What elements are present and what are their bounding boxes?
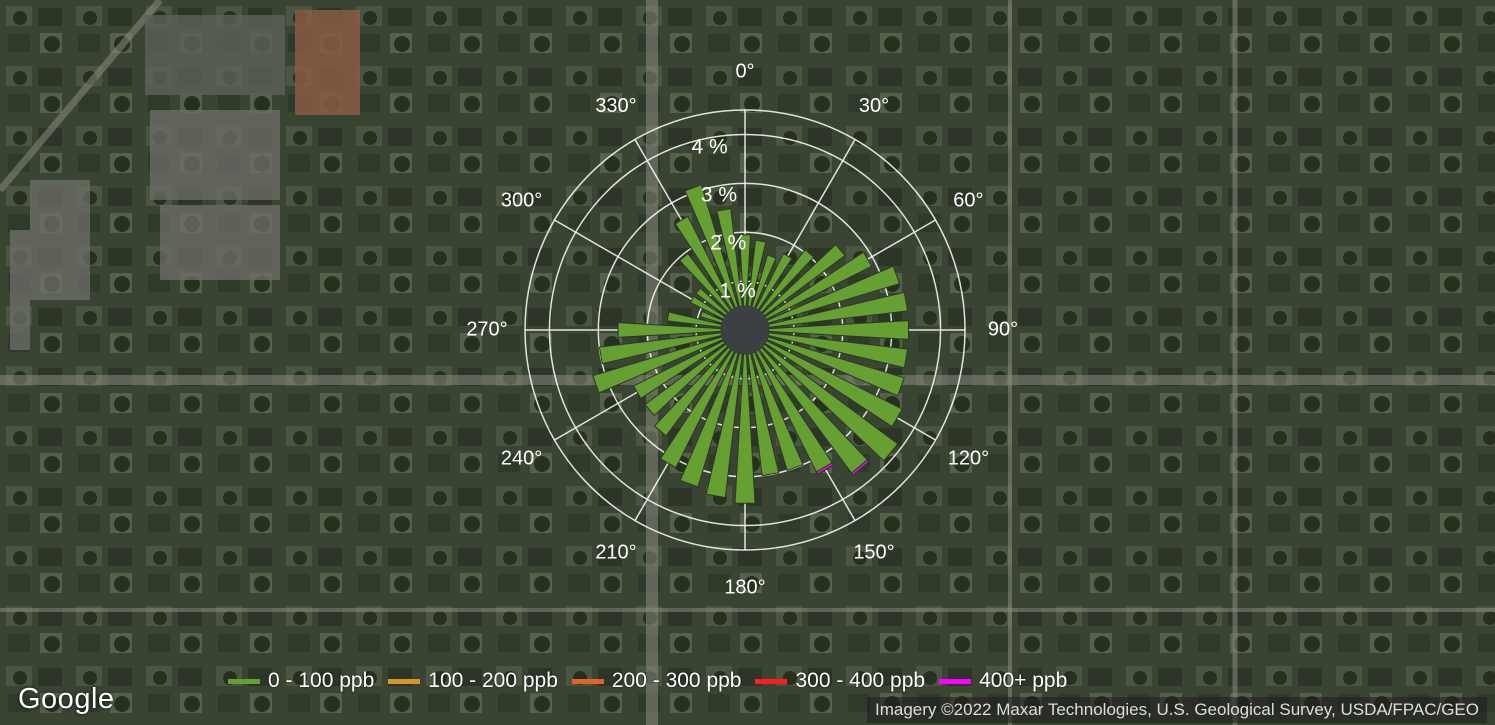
ring-labels: 1 % 2 % 3 % 4 % bbox=[692, 135, 756, 302]
ring-label: 4 % bbox=[692, 135, 728, 158]
legend-swatch bbox=[228, 678, 260, 684]
legend-item: 0 - 100 ppb bbox=[228, 669, 374, 693]
legend-item: 300 - 400 ppb bbox=[755, 669, 925, 693]
direction-label: 330° bbox=[595, 95, 636, 117]
direction-label: 270° bbox=[466, 318, 507, 340]
polar-bars bbox=[592, 184, 910, 504]
legend-item: 200 - 300 ppb bbox=[571, 669, 742, 693]
direction-label: 30° bbox=[859, 95, 889, 117]
legend-item: 400+ ppb bbox=[939, 669, 1067, 693]
direction-label: 180° bbox=[724, 576, 765, 598]
legend-label: 0 - 100 ppb bbox=[268, 669, 375, 692]
legend-label: 300 - 400 ppb bbox=[795, 669, 926, 692]
direction-label: 120° bbox=[948, 447, 989, 469]
legend-label: 100 - 200 ppb bbox=[428, 669, 558, 692]
direction-label: 300° bbox=[501, 189, 542, 211]
ring-label: 2 % bbox=[710, 231, 746, 254]
direction-label: 210° bbox=[595, 542, 636, 564]
center-hub bbox=[721, 306, 769, 354]
legend-item: 100 - 200 ppb bbox=[388, 669, 558, 693]
bar-140deg bbox=[850, 459, 870, 476]
direction-label: 0° bbox=[735, 60, 754, 82]
direction-label: 150° bbox=[853, 542, 894, 564]
ring-label: 3 % bbox=[701, 183, 737, 206]
legend-label: 400+ ppb bbox=[979, 669, 1068, 692]
legend-label: 200 - 300 ppb bbox=[611, 669, 742, 692]
legend-swatch bbox=[939, 678, 972, 684]
legend-swatch bbox=[388, 678, 421, 684]
ring-label: 1 % bbox=[719, 279, 755, 302]
direction-label: 60° bbox=[953, 189, 983, 211]
google-logo[interactable]: Google bbox=[18, 683, 115, 715]
direction-labels: 0° 30° 60° 90° 120° 150° 180° 210° 240° 270° 300° 3… bbox=[466, 60, 1018, 598]
imagery-attribution: Imagery ©2022 Maxar Technologies, U.S. G… bbox=[867, 697, 1487, 723]
direction-label: 90° bbox=[988, 318, 1018, 340]
legend-swatch bbox=[755, 678, 788, 684]
legend: 0 - 100 ppb 100 - 200 ppb 200 - 300 ppb 300… bbox=[228, 666, 1067, 696]
direction-label: 240° bbox=[501, 447, 542, 469]
bar-150deg bbox=[815, 462, 835, 475]
legend-swatch bbox=[571, 678, 604, 684]
